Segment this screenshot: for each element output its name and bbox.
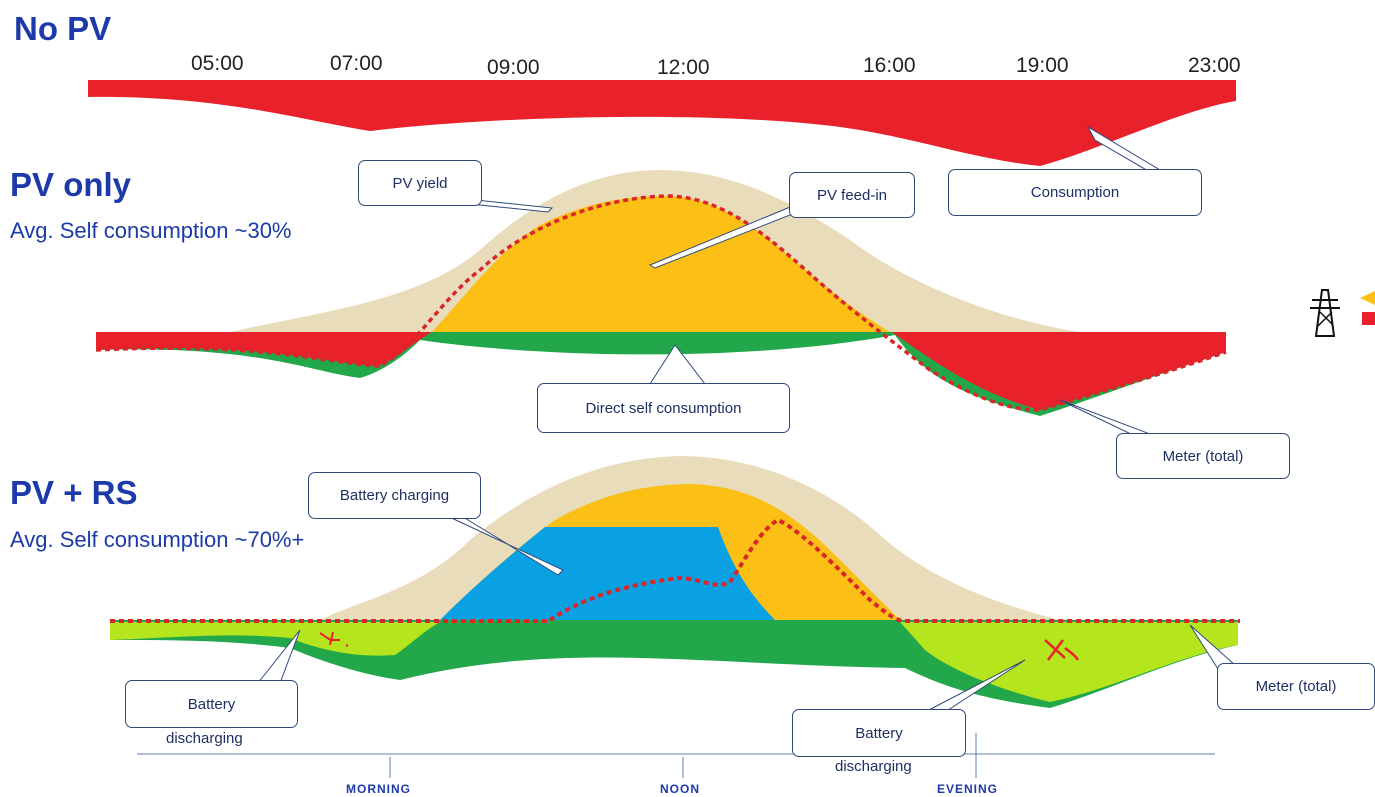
meter-total-pointer-1 [1059, 399, 1151, 437]
pv-only-title: PV only [10, 166, 132, 203]
morning-label: MORNING [346, 782, 411, 796]
pv-rs-battery-charging-area [440, 527, 775, 620]
battery-charging-callout: Battery charging [308, 472, 481, 519]
evening-label: EVENING [937, 782, 999, 796]
battery-discharging-right-callout: Battery [792, 709, 966, 757]
power-pylon-icon [1310, 289, 1340, 337]
no-pv-consumption-area [88, 80, 1236, 166]
pv-rs-battery-discharging-left [110, 622, 440, 656]
pv-rs-subtitle: Avg. Self consumption ~70%+ [10, 527, 305, 552]
time-label: 19:00 [1016, 54, 1069, 77]
pv-only-subtitle: Avg. Self consumption ~30% [10, 218, 292, 243]
battery-discharging-left-label: discharging [166, 730, 243, 747]
time-label: 16:00 [863, 54, 916, 77]
pv-only-meter-line [95, 194, 1227, 412]
battery-discharging-right-label: discharging [835, 758, 912, 775]
no-pv-title: No PV [14, 10, 112, 47]
meter-total-callout-2: Meter (total) [1217, 663, 1375, 710]
time-label: 05:00 [191, 52, 244, 75]
pv-rs-title: PV + RS [10, 474, 138, 511]
direct-self-consumption-callout: Direct self consumption [537, 383, 790, 433]
time-label: 12:00 [657, 56, 710, 79]
battery-discharging-left-callout: Battery [125, 680, 298, 728]
grid-draw-square-icon [1362, 312, 1375, 325]
consumption-callout: Consumption [948, 169, 1202, 216]
pv-only-grid-draw-left [96, 332, 432, 366]
time-label: 23:00 [1188, 54, 1241, 77]
pv-rs-meter-line-curve [548, 517, 1240, 623]
meter-total-callout-1: Meter (total) [1116, 433, 1290, 479]
time-label: 07:00 [330, 52, 383, 75]
hand-mark-left [319, 631, 349, 647]
pv-rs-battery-discharging-right [900, 622, 1238, 702]
pv-yield-callout: PV yield [358, 160, 482, 206]
hand-mark-right [1044, 639, 1080, 661]
pv-only-grid-draw-right [892, 332, 1226, 410]
time-label: 09:00 [487, 56, 540, 79]
pv-feed-in-callout: PV feed-in [789, 172, 915, 218]
feed-in-arrow-icon [1360, 291, 1375, 305]
noon-label: NOON [660, 782, 700, 796]
